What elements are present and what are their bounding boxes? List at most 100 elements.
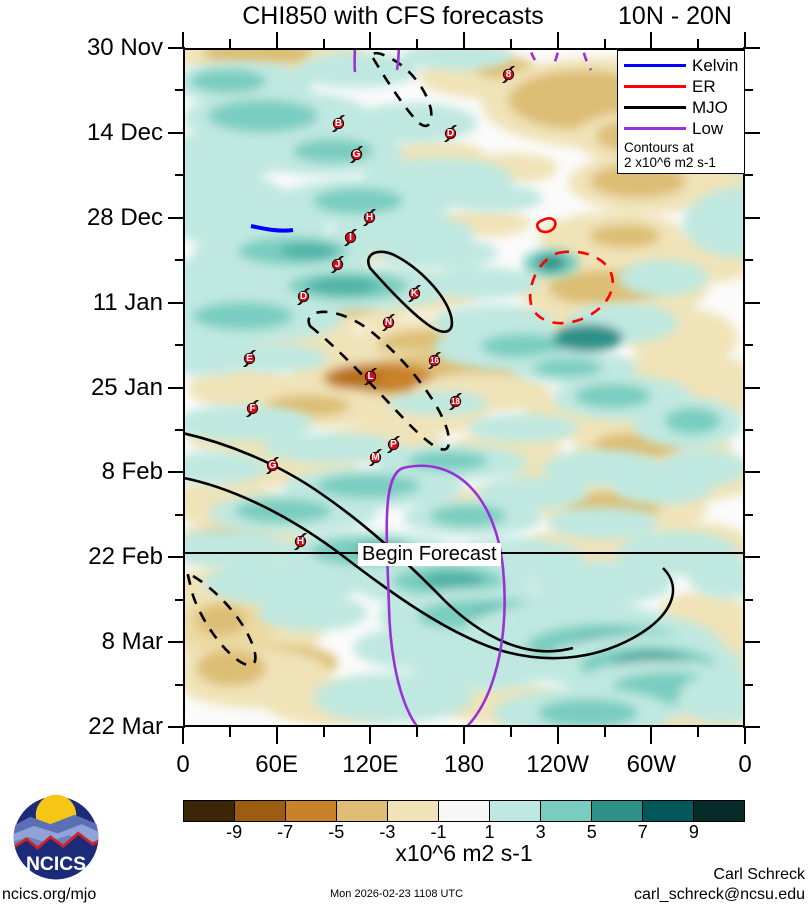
tropical-cyclone-marker[interactable]: F <box>243 399 262 418</box>
tropical-cyclone-label: I <box>349 232 352 243</box>
colorbar-tick-label: 1 <box>484 822 495 842</box>
tropical-cyclone-label: 18 <box>451 397 460 406</box>
x-tick-major <box>556 32 559 48</box>
tropical-cyclone-label: M <box>371 452 380 463</box>
colorbar-segment <box>337 801 388 821</box>
y-tick-major-right <box>743 386 760 389</box>
y-tick-major-right <box>743 471 760 474</box>
tropical-cyclone-marker[interactable]: G <box>263 456 282 475</box>
tropical-cyclone-marker[interactable]: P <box>384 435 403 454</box>
x-tick-minor <box>697 727 700 737</box>
tropical-cyclone-marker[interactable]: L <box>361 367 380 386</box>
colorbar-segment <box>592 801 643 821</box>
tropical-cyclone-marker[interactable]: G <box>347 145 366 164</box>
colorbar-units-label: x10^6 m2 s-1 <box>395 840 533 866</box>
tropical-cyclone-label: G <box>268 460 277 471</box>
footer-timestamp: Mon 2026-02-23 1108 UTC <box>330 888 464 900</box>
tropical-cyclone-label: J <box>334 259 341 270</box>
colorbar-tick-label: -9 <box>226 822 243 842</box>
mjo-line-swatch <box>624 106 686 109</box>
tropical-cyclone-marker[interactable]: B <box>329 114 348 133</box>
x-tick-major <box>650 727 653 744</box>
tropical-cyclone-marker[interactable]: H <box>360 208 379 227</box>
tropical-cyclone-label: P <box>390 439 397 450</box>
er-contours <box>528 217 614 325</box>
y-tick-minor <box>175 598 185 601</box>
x-tick-major <box>463 727 465 744</box>
legend-note-line2: 2 x10^6 m2 s-1 <box>624 155 716 170</box>
x-tick-major <box>650 32 653 48</box>
tropical-cyclone-marker[interactable]: N <box>379 313 398 332</box>
tropical-cyclone-marker[interactable]: 18 <box>446 392 465 411</box>
tropical-cyclone-label: L <box>367 371 374 382</box>
y-tick-major-right <box>743 131 760 134</box>
x-tick-major <box>182 727 184 744</box>
colorbar-segment <box>286 801 337 821</box>
footer-site[interactable]: ncics.org/mjo <box>2 886 97 903</box>
legend-note: Contours at 2 x10^6 m2 s-1 <box>624 140 740 170</box>
y-tick-major <box>168 301 185 304</box>
x-tick-minor <box>603 727 606 737</box>
colorbar-tick-label: 3 <box>535 822 546 842</box>
x-tick-major <box>744 727 746 744</box>
y-tick-minor <box>175 344 185 347</box>
tropical-cyclone-label: B <box>334 118 343 129</box>
colorbar[interactable] <box>183 800 745 822</box>
y-tick-major <box>168 556 185 559</box>
contour-legend: Kelvin ER MJO Low Contours at 2 x10^6 m2… <box>617 50 745 174</box>
legend-row-kelvin: Kelvin <box>622 55 740 76</box>
tropical-cyclone-marker[interactable]: D <box>441 124 460 143</box>
x-tick-major <box>744 32 746 48</box>
x-tick-major <box>556 727 559 744</box>
y-tick-major-right <box>743 726 760 728</box>
tropical-cyclone-label: G <box>352 149 361 160</box>
y-tick-major <box>168 386 185 389</box>
colorbar-segment <box>235 801 286 821</box>
mjo-contours <box>183 51 675 667</box>
y-tick-minor-right <box>743 259 753 262</box>
y-axis-label: 14 Dec <box>86 118 163 146</box>
y-tick-minor <box>175 174 185 177</box>
begin-forecast-label: Begin Forecast <box>358 543 501 566</box>
colorbar-segment <box>694 801 744 821</box>
tropical-cyclone-marker[interactable]: H <box>291 532 310 551</box>
x-tick-minor <box>322 39 325 48</box>
y-tick-major-right <box>743 301 760 304</box>
latitude-band-label: 10N - 20N <box>618 2 732 30</box>
y-tick-minor-right <box>743 683 753 686</box>
y-axis-label: 8 Mar <box>101 628 163 656</box>
y-tick-minor <box>175 683 185 686</box>
x-tick-major <box>463 32 465 48</box>
colorbar-segment <box>439 801 490 821</box>
x-tick-minor <box>322 727 325 737</box>
legend-label-mjo: MJO <box>692 97 728 117</box>
y-tick-minor <box>175 89 185 92</box>
tropical-cyclone-marker[interactable]: E <box>240 349 259 368</box>
tropical-cyclone-marker[interactable]: K <box>405 284 424 303</box>
y-tick-major <box>168 641 185 644</box>
y-tick-minor <box>175 513 185 516</box>
legend-label-er: ER <box>692 76 716 96</box>
kelvin-contours <box>250 224 294 233</box>
y-axis-label: 22 Mar <box>88 713 163 740</box>
colorbar-segment <box>541 801 592 821</box>
x-tick-minor <box>416 727 419 737</box>
tropical-cyclone-marker[interactable]: 8 <box>499 65 518 84</box>
y-tick-minor-right <box>743 174 753 177</box>
colorbar-tick-label: 9 <box>688 822 699 842</box>
y-tick-minor <box>175 259 185 262</box>
x-tick-minor <box>603 39 606 48</box>
tropical-cyclone-marker[interactable]: I <box>341 228 360 247</box>
x-tick-minor <box>509 727 512 737</box>
logo-text: NCICS <box>26 854 86 875</box>
y-tick-major <box>168 47 185 49</box>
tropical-cyclone-marker[interactable]: 16 <box>425 351 444 370</box>
tropical-cyclone-marker[interactable]: D <box>294 287 313 306</box>
tropical-cyclone-marker[interactable]: M <box>366 448 385 467</box>
x-tick-major <box>182 32 184 48</box>
tropical-cyclone-marker[interactable]: J <box>328 255 347 274</box>
y-axis-label: 25 Jan <box>90 373 163 401</box>
y-tick-minor-right <box>743 513 753 516</box>
footer-email[interactable]: carl_schreck@ncsu.edu <box>634 886 805 903</box>
x-tick-minor <box>509 39 512 48</box>
